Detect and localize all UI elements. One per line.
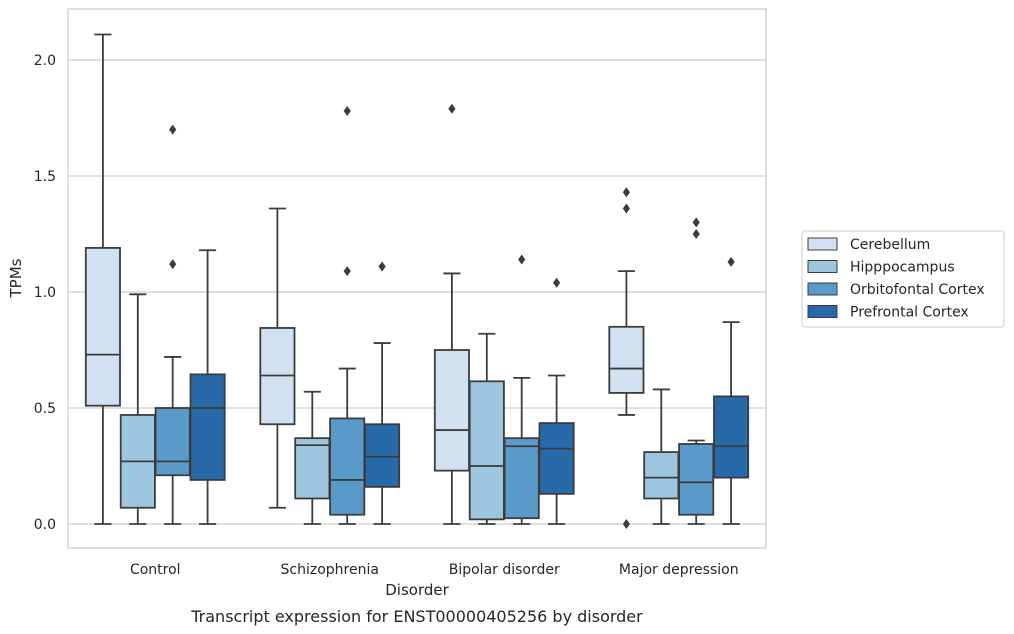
box-2-1 xyxy=(329,106,366,525)
box-2-3 xyxy=(678,217,715,525)
chart-caption: Transcript expression for ENST0000040525… xyxy=(190,607,643,626)
legend: Cerebellum Hipppocampus Orbitofontal Corte… xyxy=(801,230,1005,328)
x-tick-label-3: Major depression xyxy=(619,562,739,578)
box-3-3 xyxy=(713,256,750,525)
outlier-0 xyxy=(169,259,177,270)
series-0 xyxy=(84,33,645,529)
outlier-0 xyxy=(553,277,561,288)
y-tick-label-0: 0.0 xyxy=(34,517,56,533)
box-1-1 xyxy=(294,390,331,525)
box-series xyxy=(84,33,750,529)
legend-item-1: Hipppocampus xyxy=(807,260,955,276)
series-1 xyxy=(119,293,680,525)
x-axis-label: Disorder xyxy=(385,581,449,599)
y-axis-ticks: 0.0 0.5 1.0 1.5 2.0 xyxy=(34,53,56,533)
y-tick-label-3: 1.5 xyxy=(34,169,56,185)
box-3-2 xyxy=(538,277,575,525)
outlier-1 xyxy=(169,124,177,135)
legend-label: Cerebellum xyxy=(850,237,930,253)
iqr-box xyxy=(329,417,366,516)
y-tick-label-2: 1.0 xyxy=(34,285,56,301)
outlier-0 xyxy=(518,254,526,265)
legend-swatch xyxy=(807,305,838,318)
outlier-0 xyxy=(727,256,735,267)
box-0-0 xyxy=(84,33,121,525)
outlier-1 xyxy=(692,217,700,228)
legend-item-0: Cerebellum xyxy=(807,237,930,253)
box-3-1 xyxy=(364,261,401,525)
y-tick-label-1: 0.5 xyxy=(34,401,56,417)
legend-label: Prefrontal Cortex xyxy=(850,305,969,321)
box-1-3 xyxy=(643,388,680,525)
iqr-box xyxy=(84,247,121,407)
outlier-0 xyxy=(692,229,700,239)
y-axis-label: TPMs xyxy=(7,258,25,298)
box-1-2 xyxy=(468,332,505,525)
outlier-1 xyxy=(622,187,630,198)
outlier-2 xyxy=(622,519,630,529)
x-tick-label-0: Control xyxy=(130,562,181,578)
iqr-box xyxy=(678,443,715,516)
iqr-box xyxy=(294,437,331,500)
iqr-box xyxy=(503,437,540,520)
iqr-box xyxy=(713,395,750,479)
legend-swatch xyxy=(807,237,838,251)
box-2-2 xyxy=(503,254,540,525)
legend-label: Orbitofontal Cortex xyxy=(850,282,985,298)
legend-swatch xyxy=(807,260,838,273)
legend-item-2: Orbitofontal Cortex xyxy=(807,282,985,298)
iqr-box xyxy=(608,325,645,394)
outlier-0 xyxy=(622,203,630,214)
outlier-1 xyxy=(343,106,351,117)
outlier-0 xyxy=(343,266,351,277)
iqr-box xyxy=(643,451,680,500)
iqr-box xyxy=(189,373,226,481)
x-axis-ticks: Control Schizophrenia Bipolar disorder Majo… xyxy=(130,562,739,578)
box-0-2 xyxy=(433,103,470,525)
legend-frame xyxy=(801,230,1005,328)
iqr-box xyxy=(433,349,470,472)
x-tick-label-1: Schizophrenia xyxy=(281,562,379,578)
iqr-box xyxy=(364,423,401,488)
box-3-0 xyxy=(189,249,226,525)
legend-item-3: Prefrontal Cortex xyxy=(807,305,969,321)
box-0-1 xyxy=(259,207,296,509)
legend-swatch xyxy=(807,282,838,296)
outlier-0 xyxy=(448,103,456,114)
x-tick-label-2: Bipolar disorder xyxy=(449,562,560,578)
y-tick-label-4: 2.0 xyxy=(34,53,56,69)
plot-area-frame xyxy=(67,8,767,549)
iqr-box xyxy=(468,380,505,521)
box-0-3 xyxy=(608,187,645,529)
iqr-box xyxy=(154,407,191,477)
iqr-box xyxy=(538,422,575,495)
outlier-0 xyxy=(378,261,386,272)
legend-label: Hipppocampus xyxy=(850,260,955,276)
series-3 xyxy=(189,249,750,525)
